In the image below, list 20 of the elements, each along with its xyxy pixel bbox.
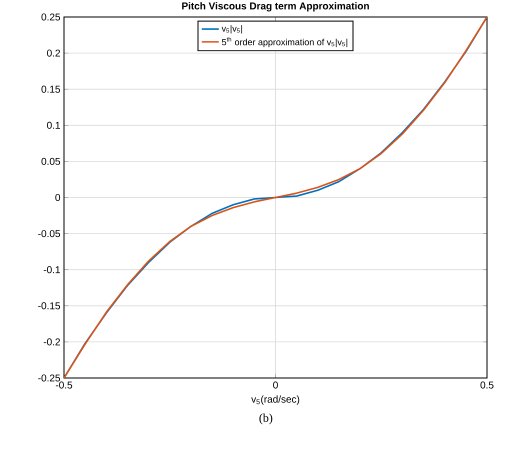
y-tick-label: 0.25 [41,13,60,21]
x-tick-label: 0.5 [480,382,494,389]
y-tick-label: 0.2 [47,50,60,57]
x-axis-title: v$_{5}$(rad/sec) [251,395,300,405]
y-tick-label: -0.1 [44,266,60,274]
legend-label: 5$^{th}$ order approximation of v$_{5}$|v$_{5}$| [222,37,348,48]
text: (b) [259,414,272,424]
x-tick-label: -0.5 [56,382,72,389]
y-tick-label: -0.15 [38,302,60,310]
line-series [64,17,488,378]
y-tick-label: 0.1 [47,122,60,129]
y-tick-label: -0.25 [38,374,60,382]
y-tick-label: 0 [55,194,60,202]
y-tick-label: -0.05 [38,230,60,238]
y-tick-label: 0.05 [41,158,60,165]
legend-label: v$_{5}$|v$_{5}$| [222,25,242,34]
x-tick-label: 0 [273,382,278,389]
y-tick-label: 0.15 [41,86,60,93]
chart-title: Pitch Viscous Drag term Approximation [182,2,369,12]
y-tick-label: -0.2 [44,338,60,346]
